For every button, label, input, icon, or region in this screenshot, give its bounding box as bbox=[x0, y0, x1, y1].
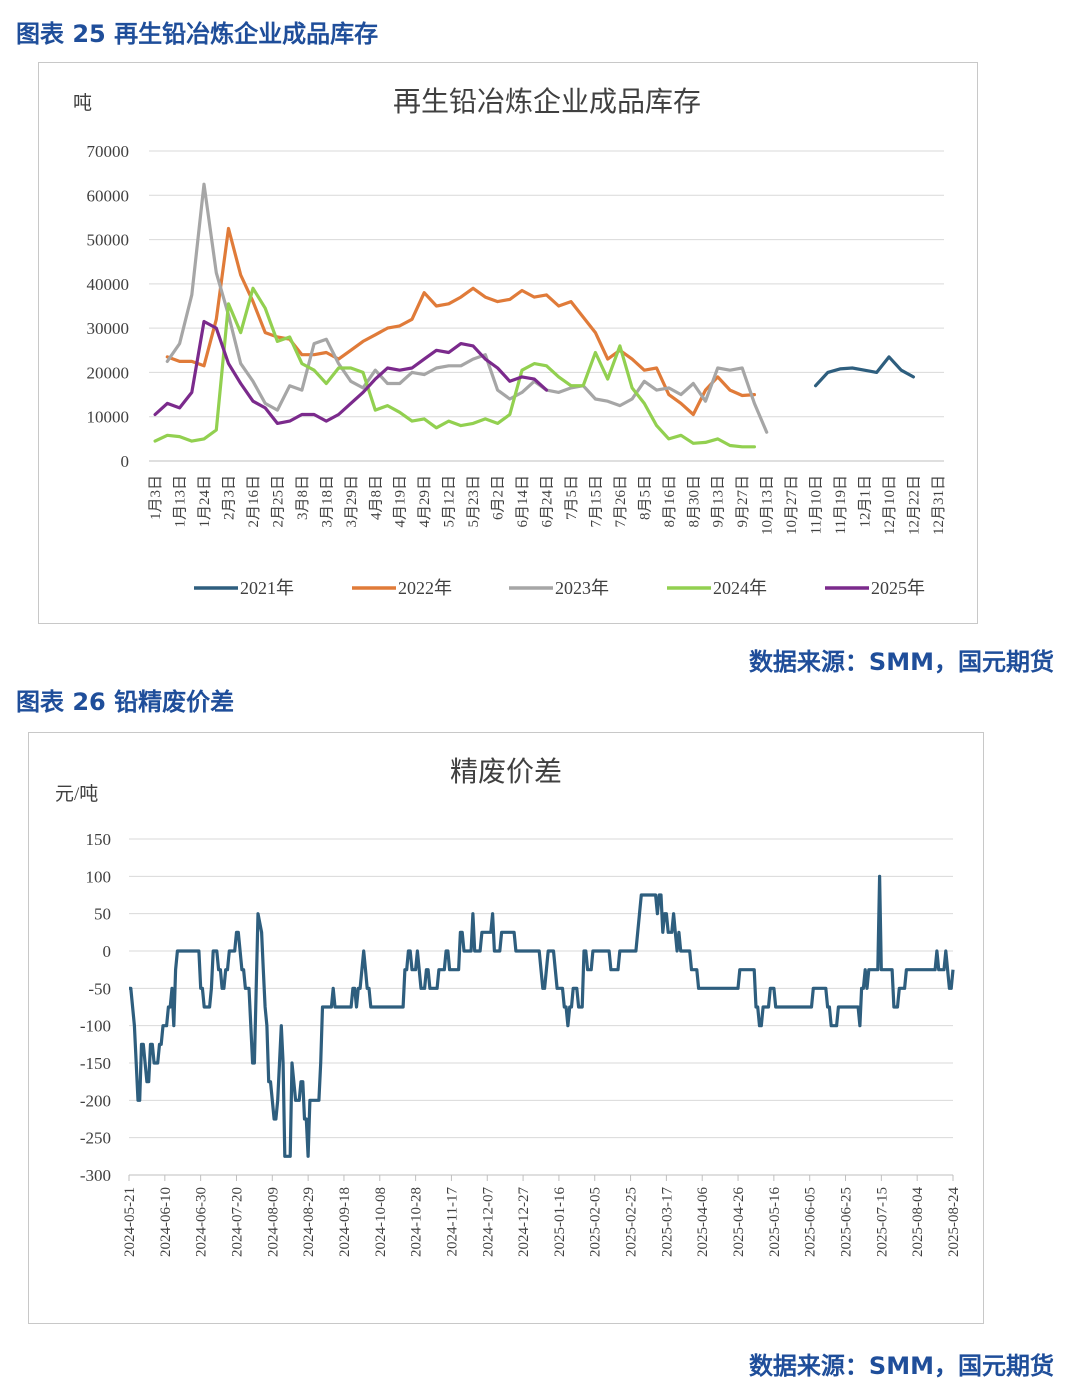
x-tick-label: 2025-03-17 bbox=[659, 1187, 675, 1257]
inventory-chart: 再生铅冶炼企业成品库存 吨 0 10000 20000 30000 40000 50000… bbox=[73, 85, 947, 598]
y-tick-label: 40000 bbox=[87, 275, 130, 294]
chart-title: 再生铅冶炼企业成品库存 bbox=[393, 85, 701, 118]
legend-label: 2022年 bbox=[398, 578, 452, 598]
series-line-2025年 bbox=[153, 319, 549, 425]
y-tick-label: 150 bbox=[86, 830, 112, 849]
y-tick-label: 0 bbox=[121, 452, 130, 471]
series-line-2022年 bbox=[165, 226, 757, 417]
x-tick-label: 2025-05-16 bbox=[767, 1187, 783, 1257]
x-tick-label: 8月30日 bbox=[686, 475, 702, 528]
y-tick-label: 100 bbox=[86, 867, 112, 886]
x-tick-label: 6月14日 bbox=[515, 475, 531, 528]
y-tick-label: -250 bbox=[80, 1129, 111, 1148]
x-tick-label: 2024-06-30 bbox=[194, 1187, 210, 1257]
x-tick-label: 1月13日 bbox=[173, 475, 189, 528]
spread-line bbox=[129, 874, 955, 1158]
series-line-2021年 bbox=[813, 355, 916, 388]
x-tick-label: 9月27日 bbox=[735, 475, 751, 528]
x-tick-label: 11月10日 bbox=[809, 475, 825, 534]
x-tick-label: 4月8日 bbox=[368, 475, 384, 520]
legend-label: 2024年 bbox=[713, 578, 767, 598]
x-tick-label: 10月27日 bbox=[784, 475, 800, 535]
y-axis-unit: 吨 bbox=[73, 92, 92, 114]
x-tick-label: 2024-10-28 bbox=[409, 1187, 425, 1257]
x-tick-label: 12月1日 bbox=[858, 475, 874, 528]
x-tick-label: 2月16日 bbox=[246, 475, 262, 528]
x-tick-label: 3月8日 bbox=[295, 475, 311, 520]
x-tick-label: 2025-06-05 bbox=[803, 1187, 819, 1257]
y-tick-label: -150 bbox=[80, 1054, 111, 1073]
y-tick-label: -300 bbox=[80, 1166, 111, 1185]
x-tick-label: 2024-11-17 bbox=[444, 1187, 460, 1257]
y-tick-label: -200 bbox=[80, 1091, 111, 1110]
x-tick-label: 11月19日 bbox=[833, 475, 849, 534]
x-tick-label: 6月2日 bbox=[491, 475, 507, 520]
legend-label: 2025年 bbox=[871, 578, 925, 598]
x-tick-label: 2025-01-16 bbox=[552, 1187, 568, 1257]
x-tick-label: 2025-08-24 bbox=[946, 1187, 962, 1257]
inventory-chart-panel: 再生铅冶炼企业成品库存 吨 0 10000 20000 30000 40000 50000… bbox=[38, 62, 978, 624]
x-tick-label: 2月3日 bbox=[222, 475, 238, 520]
legend-label: 2021年 bbox=[240, 578, 294, 598]
x-tick-label: 1月3日 bbox=[148, 475, 164, 520]
legend-label: 2023年 bbox=[555, 578, 609, 598]
x-tick-label: 2024-12-27 bbox=[516, 1187, 532, 1257]
x-tick-label: 7月15日 bbox=[588, 475, 604, 528]
spread-chart: 精废价差 元/吨 -300 -250 -200 -150 -100 -50 0 50 100 15… bbox=[55, 755, 962, 1257]
x-tick-label: 12月10日 bbox=[882, 475, 898, 535]
x-tick-label: 2025-04-26 bbox=[731, 1187, 747, 1257]
x-tick-label: 9月13日 bbox=[711, 475, 727, 528]
x-tick-label: 7月26日 bbox=[613, 475, 629, 528]
x-tick-label: 1月24日 bbox=[197, 475, 213, 528]
series-line-2023年 bbox=[165, 182, 769, 434]
x-tick-label: 2025-04-06 bbox=[695, 1187, 711, 1257]
series-line-2024年 bbox=[153, 286, 757, 449]
y-tick-label: 30000 bbox=[87, 319, 130, 338]
y-tick-label: -100 bbox=[80, 1017, 111, 1036]
x-tick-label: 6月24日 bbox=[540, 475, 556, 528]
x-tick-label: 2024-08-29 bbox=[301, 1187, 317, 1257]
chart-title: 精废价差 bbox=[450, 755, 562, 788]
x-tick-label: 8月5日 bbox=[637, 475, 653, 520]
spread-chart-panel: 精废价差 元/吨 -300 -250 -200 -150 -100 -50 0 50 100 15… bbox=[28, 732, 984, 1324]
y-tick-label: -50 bbox=[88, 979, 111, 998]
x-tick-label: 2024-12-07 bbox=[480, 1187, 496, 1257]
x-tick-label: 2025-02-25 bbox=[624, 1187, 640, 1257]
x-tick-label: 2025-07-15 bbox=[874, 1187, 890, 1257]
x-tick-label: 2025-08-04 bbox=[910, 1187, 926, 1257]
x-tick-label: 12月22日 bbox=[906, 475, 922, 535]
y-tick-label: 60000 bbox=[87, 186, 130, 205]
figure-26-caption: 图表 26 铅精废价差 bbox=[16, 688, 235, 716]
x-tick-label: 12月31日 bbox=[931, 475, 947, 535]
y-tick-label: 20000 bbox=[87, 363, 130, 382]
x-tick-label: 3月29日 bbox=[344, 475, 360, 528]
y-tick-label: 50000 bbox=[87, 231, 130, 250]
source-note-1: 数据来源：SMM，国元期货 bbox=[748, 648, 1054, 676]
x-tick-label: 8月16日 bbox=[662, 475, 678, 528]
x-tick-label: 7月5日 bbox=[564, 475, 580, 520]
x-tick-label: 2024-10-08 bbox=[373, 1187, 389, 1257]
y-tick-label: 50 bbox=[94, 905, 111, 924]
x-tick-label: 2024-07-20 bbox=[229, 1187, 245, 1257]
y-tick-label: 10000 bbox=[87, 408, 130, 427]
figure-25-caption: 图表 25 再生铅冶炼企业成品库存 bbox=[16, 20, 379, 48]
source-note-2: 数据来源：SMM，国元期货 bbox=[748, 1352, 1054, 1380]
x-tick-label: 2024-06-10 bbox=[158, 1187, 174, 1257]
y-tick-label: 70000 bbox=[87, 142, 130, 161]
x-tick-label: 2024-09-18 bbox=[337, 1187, 353, 1257]
x-tick-label: 2月25日 bbox=[270, 475, 286, 528]
x-tick-label: 5月23日 bbox=[466, 475, 482, 528]
y-axis-unit: 元/吨 bbox=[55, 783, 98, 805]
x-tick-label: 2024-08-09 bbox=[265, 1187, 281, 1257]
x-tick-label: 2025-02-05 bbox=[588, 1187, 604, 1257]
y-tick-label: 0 bbox=[103, 942, 112, 961]
x-tick-label: 2025-06-25 bbox=[839, 1187, 855, 1257]
x-tick-label: 5月12日 bbox=[442, 475, 458, 528]
x-tick-label: 4月29日 bbox=[417, 475, 433, 528]
x-tick-label: 3月18日 bbox=[319, 475, 335, 528]
x-tick-label: 2024-05-21 bbox=[122, 1187, 138, 1257]
x-tick-label: 4月19日 bbox=[393, 475, 409, 528]
x-tick-label: 10月13日 bbox=[760, 475, 776, 535]
